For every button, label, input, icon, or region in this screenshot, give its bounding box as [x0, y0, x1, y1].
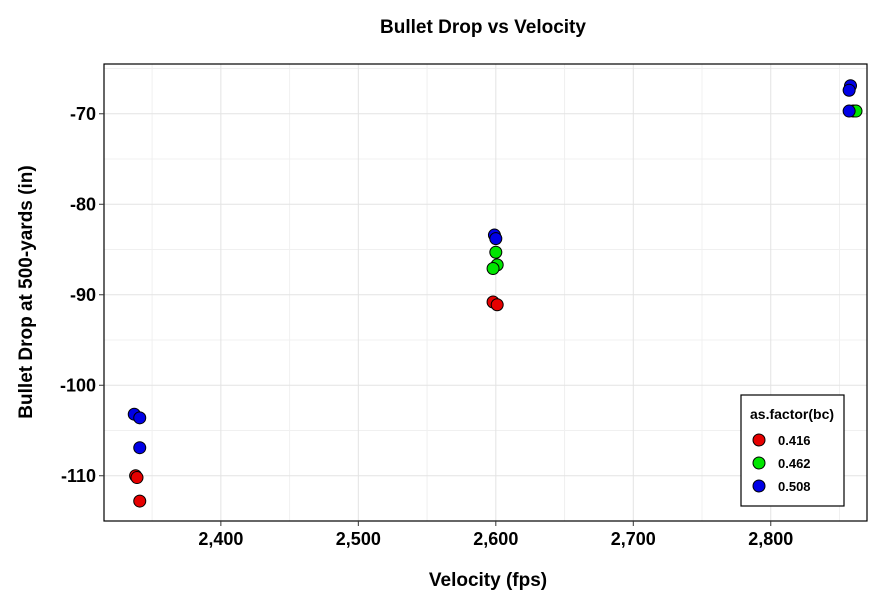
x-tick-label: 2,400	[198, 529, 243, 549]
legend-label-0.462: 0.462	[778, 456, 811, 471]
y-tick-label: -90	[70, 285, 96, 305]
data-point-0.462	[486, 262, 500, 276]
plot-border	[103, 63, 868, 522]
data-point-0.416	[130, 471, 144, 485]
legend-label-0.508: 0.508	[778, 479, 811, 494]
x-tick-label: 2,800	[748, 529, 793, 549]
data-point-0.462	[489, 245, 503, 259]
y-tick-label: -80	[70, 194, 96, 214]
legend-title: as.factor(bc)	[750, 406, 834, 422]
plot-area: 2,400 2,500 2,600 2,700 2,800 -110 -100 -90 -80 -…	[60, 63, 868, 549]
data-point-0.416	[490, 298, 504, 312]
data-point-0.508	[842, 83, 856, 97]
x-tick-label: 2,600	[473, 529, 518, 549]
legend-key-0.508	[752, 479, 766, 493]
x-tick-label: 2,500	[336, 529, 381, 549]
data-point-0.508	[842, 104, 856, 118]
data-point-0.508	[133, 411, 147, 425]
x-axis-title: Velocity (fps)	[429, 570, 547, 591]
legend-label-0.416: 0.416	[778, 433, 811, 448]
data-point-0.508	[489, 232, 503, 246]
x-tick-label: 2,700	[611, 529, 656, 549]
data-point-0.416	[133, 494, 147, 508]
legend-key-0.462	[752, 456, 766, 470]
legend: as.factor(bc) 0.416 0.462 0.508	[740, 394, 845, 507]
chart-title: Bullet Drop vs Velocity	[380, 17, 586, 38]
data-point-0.508	[133, 441, 147, 455]
y-tick-label: -110	[61, 466, 96, 486]
legend-key-0.416	[752, 433, 766, 447]
y-tick-label: -100	[60, 375, 96, 395]
y-axis-title: Bullet Drop at 500-yards (in)	[16, 165, 37, 418]
y-tick-label: -70	[70, 104, 96, 124]
